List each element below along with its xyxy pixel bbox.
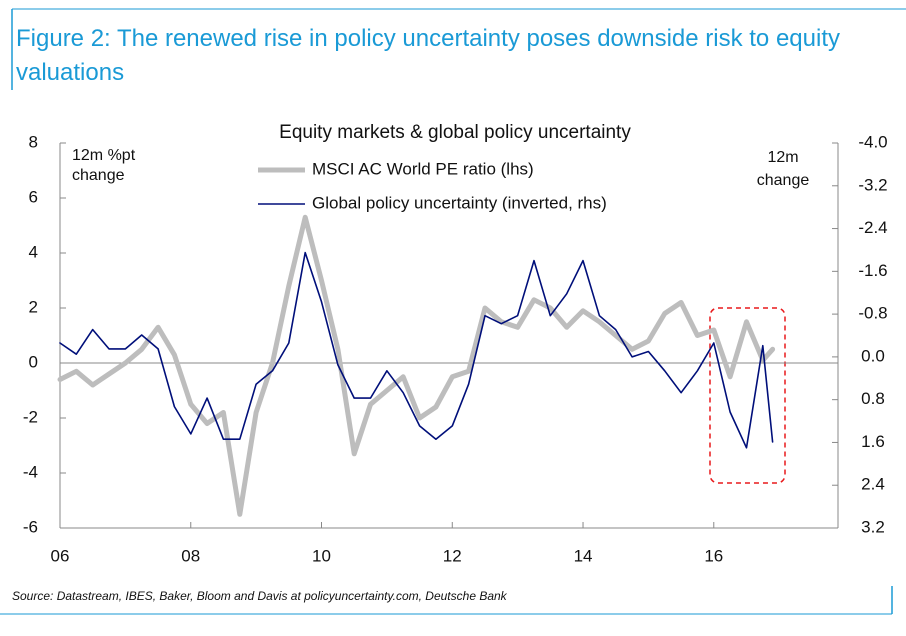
y-tick-label: -4 bbox=[23, 462, 38, 481]
chart-title: Equity markets & global policy uncertain… bbox=[279, 122, 631, 143]
y2-tick-label: -0.8 bbox=[858, 304, 887, 323]
y-tick-label: 6 bbox=[29, 187, 38, 206]
legend-label: Global policy uncertainty (inverted, rhs… bbox=[312, 193, 607, 212]
legend-label: MSCI AC World PE ratio (lhs) bbox=[312, 159, 534, 178]
source: Source: Datastream, IBES, Baker, Bloom a… bbox=[12, 589, 508, 603]
x-tick-label: 14 bbox=[574, 546, 593, 565]
y2-tick-label: -4.0 bbox=[858, 132, 887, 151]
y2-tick-label: -1.6 bbox=[858, 261, 887, 280]
x-tick-label: 10 bbox=[312, 546, 331, 565]
y2-tick-label: 0.0 bbox=[861, 346, 885, 365]
y2-tick-label: 1.6 bbox=[861, 432, 885, 451]
y2-tick-label: -2.4 bbox=[858, 218, 887, 237]
series-line bbox=[59, 251, 774, 449]
x-tick-label: 12 bbox=[443, 546, 462, 565]
y-tick-label: 0 bbox=[29, 352, 38, 371]
y-tick-label: 8 bbox=[29, 132, 38, 151]
y2-tick-label: -3.2 bbox=[858, 175, 887, 194]
x-tick-label: 16 bbox=[704, 546, 723, 565]
y-tick-label: 4 bbox=[29, 242, 38, 261]
x-tick-label: 06 bbox=[51, 546, 70, 565]
y2-tick-label: 2.4 bbox=[861, 475, 885, 494]
highlight-box bbox=[709, 307, 786, 484]
y-tick-label: -6 bbox=[23, 517, 38, 536]
y2-axis-label: 12m change bbox=[756, 149, 810, 189]
figure-title: Figure 2: The renewed rise in policy unc… bbox=[16, 25, 840, 86]
y2-tick-label: 0.8 bbox=[861, 389, 885, 408]
y-axis-label: 12m %pt change bbox=[72, 147, 136, 184]
y-tick-label: 2 bbox=[29, 297, 38, 316]
y2-tick-label: 3.2 bbox=[861, 517, 885, 536]
series-line bbox=[57, 214, 776, 517]
x-tick-label: 08 bbox=[181, 546, 200, 565]
y-tick-label: -2 bbox=[23, 407, 38, 426]
